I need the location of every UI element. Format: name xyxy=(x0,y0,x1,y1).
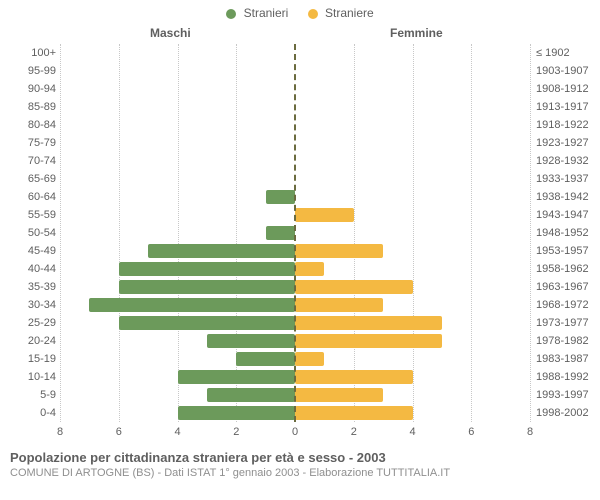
x-tick: 8 xyxy=(57,426,63,438)
bar-male xyxy=(148,244,295,258)
year-label: 1923-1927 xyxy=(536,134,589,152)
bar-male xyxy=(89,298,295,312)
bar-female xyxy=(295,334,442,348)
x-tick: 4 xyxy=(174,426,180,438)
x-axis: 8 6 4 2 0 2 4 6 8 xyxy=(60,422,530,442)
bar-female xyxy=(295,316,442,330)
age-label: 35-39 xyxy=(20,278,56,296)
bar-female xyxy=(295,352,324,366)
bar-male xyxy=(207,388,295,402)
age-label: 90-94 xyxy=(20,80,56,98)
bar-female xyxy=(295,244,383,258)
year-label: ≤ 1902 xyxy=(536,44,570,62)
year-label: 1998-2002 xyxy=(536,404,589,422)
age-label: 85-89 xyxy=(20,98,56,116)
plot xyxy=(60,44,530,422)
age-label: 50-54 xyxy=(20,224,56,242)
year-label: 1988-1992 xyxy=(536,368,589,386)
bar-female xyxy=(295,280,413,294)
year-label: 1983-1987 xyxy=(536,350,589,368)
age-label: 20-24 xyxy=(20,332,56,350)
year-label: 1968-1972 xyxy=(536,296,589,314)
bar-female xyxy=(295,208,354,222)
bar-male xyxy=(119,316,295,330)
bar-male xyxy=(178,406,296,420)
age-label: 45-49 xyxy=(20,242,56,260)
x-tick: 6 xyxy=(468,426,474,438)
year-label: 1958-1962 xyxy=(536,260,589,278)
legend-label-female: Straniere xyxy=(325,6,374,20)
age-label: 0-4 xyxy=(20,404,56,422)
year-label: 1953-1957 xyxy=(536,242,589,260)
year-label: 1963-1967 xyxy=(536,278,589,296)
age-label: 10-14 xyxy=(20,368,56,386)
bar-male xyxy=(236,352,295,366)
year-label: 1973-1977 xyxy=(536,314,589,332)
year-label: 1928-1932 xyxy=(536,152,589,170)
year-label: 1938-1942 xyxy=(536,188,589,206)
age-label: 65-69 xyxy=(20,170,56,188)
year-label: 1933-1937 xyxy=(536,170,589,188)
x-tick: 2 xyxy=(233,426,239,438)
column-header-female: Femmine xyxy=(390,26,443,40)
legend-label-male: Stranieri xyxy=(244,6,289,20)
bar-male xyxy=(119,280,295,294)
age-label: 100+ xyxy=(20,44,56,62)
center-line xyxy=(294,44,296,422)
age-label: 60-64 xyxy=(20,188,56,206)
year-label: 1918-1922 xyxy=(536,116,589,134)
age-label: 80-84 xyxy=(20,116,56,134)
legend-swatch-female xyxy=(308,9,318,19)
column-header-male: Maschi xyxy=(150,26,191,40)
footer-title: Popolazione per cittadinanza straniera p… xyxy=(10,450,590,465)
age-label: 5-9 xyxy=(20,386,56,404)
bar-female xyxy=(295,298,383,312)
y-axis-title-left: Fasce di età xyxy=(0,86,2,226)
legend-item-female: Straniere xyxy=(308,6,374,20)
x-tick: 4 xyxy=(409,426,415,438)
year-label: 1908-1912 xyxy=(536,80,589,98)
x-tick: 0 xyxy=(292,426,298,438)
bar-male xyxy=(266,226,295,240)
age-label: 95-99 xyxy=(20,62,56,80)
age-label: 70-74 xyxy=(20,152,56,170)
x-tick: 6 xyxy=(116,426,122,438)
bar-female xyxy=(295,388,383,402)
age-label: 55-59 xyxy=(20,206,56,224)
age-label: 75-79 xyxy=(20,134,56,152)
footer: Popolazione per cittadinanza straniera p… xyxy=(10,450,590,479)
age-label: 15-19 xyxy=(20,350,56,368)
year-label: 1993-1997 xyxy=(536,386,589,404)
x-tick: 2 xyxy=(351,426,357,438)
legend: Stranieri Straniere xyxy=(0,6,600,20)
year-label: 1903-1907 xyxy=(536,62,589,80)
year-label: 1978-1982 xyxy=(536,332,589,350)
year-label: 1913-1917 xyxy=(536,98,589,116)
bar-male xyxy=(207,334,295,348)
bar-male xyxy=(266,190,295,204)
chart-area: 8 6 4 2 0 2 4 6 8 xyxy=(60,44,530,444)
chart-container: Stranieri Straniere Maschi Femmine Fasce… xyxy=(0,0,600,500)
legend-item-male: Stranieri xyxy=(226,6,288,20)
year-label: 1948-1952 xyxy=(536,224,589,242)
year-label: 1943-1947 xyxy=(536,206,589,224)
age-label: 25-29 xyxy=(20,314,56,332)
x-tick: 8 xyxy=(527,426,533,438)
age-label: 40-44 xyxy=(20,260,56,278)
bar-male xyxy=(178,370,296,384)
age-label: 30-34 xyxy=(20,296,56,314)
bar-female xyxy=(295,262,324,276)
legend-swatch-male xyxy=(226,9,236,19)
grid-line xyxy=(530,44,531,422)
bar-female xyxy=(295,406,413,420)
bar-female xyxy=(295,370,413,384)
bar-male xyxy=(119,262,295,276)
footer-subtitle: COMUNE DI ARTOGNE (BS) - Dati ISTAT 1° g… xyxy=(10,467,590,479)
